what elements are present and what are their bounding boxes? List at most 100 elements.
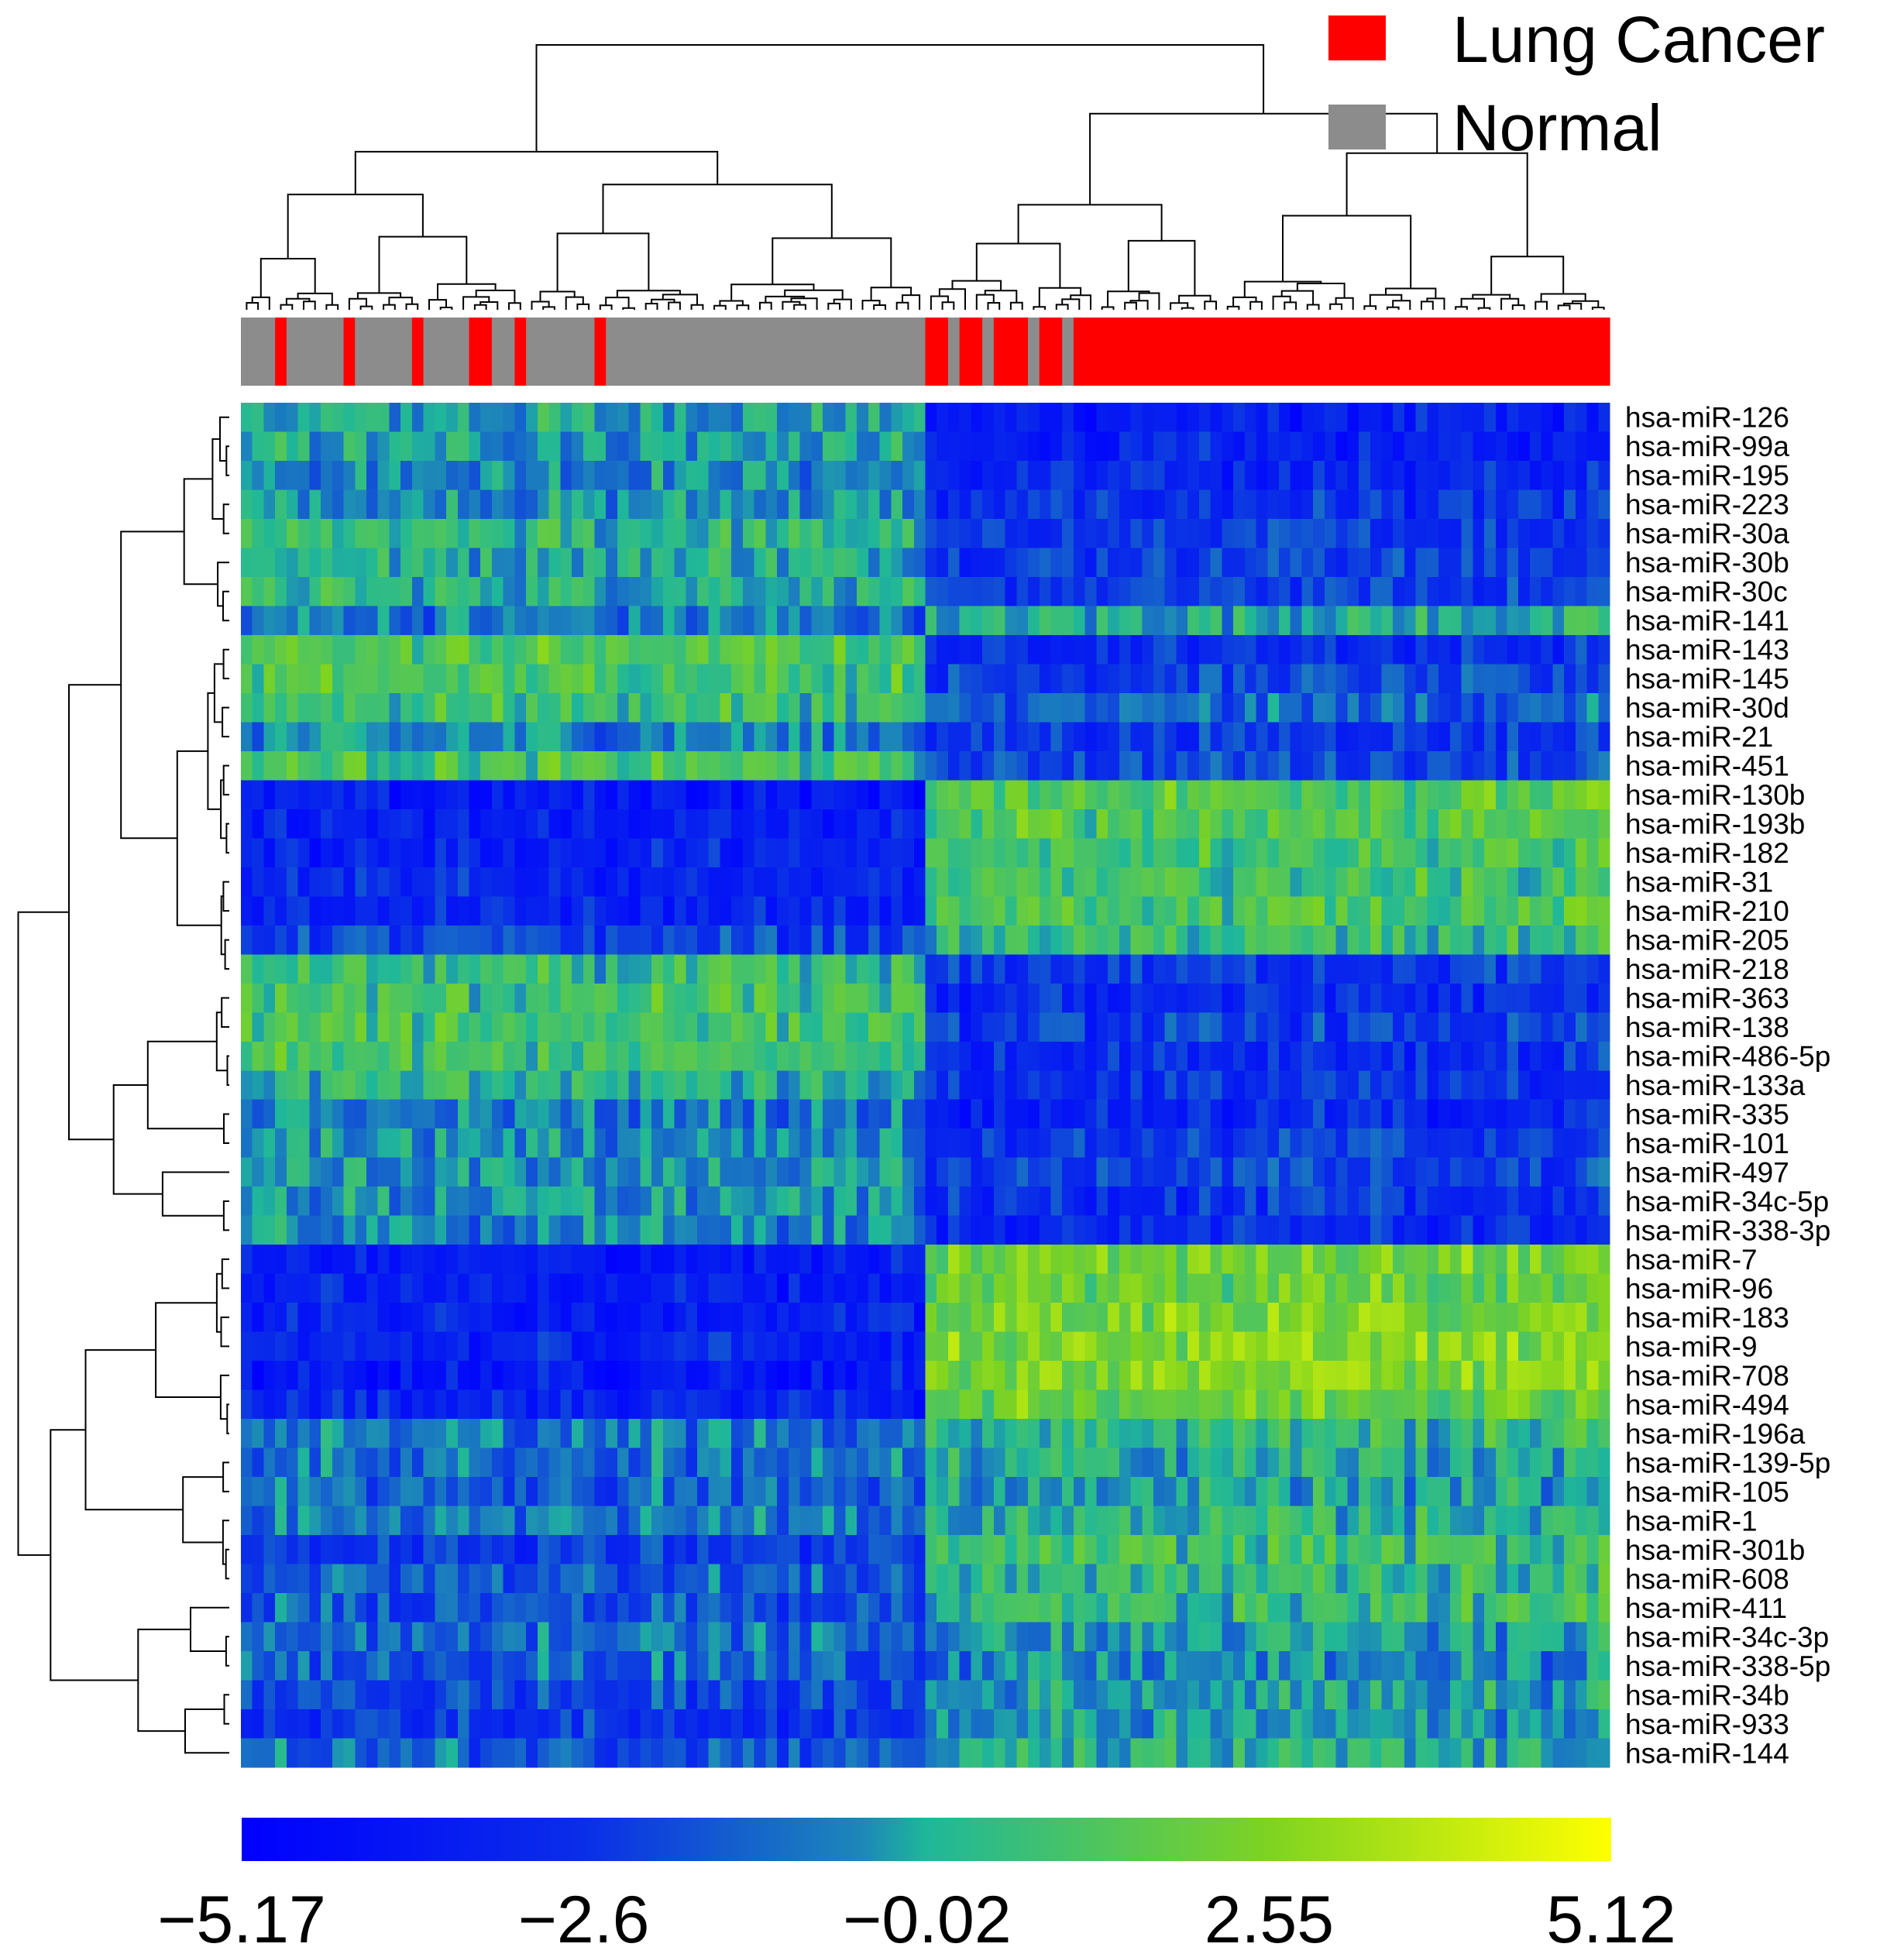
heatmap-cell [1529, 403, 1542, 433]
heatmap-cell [1222, 722, 1234, 752]
heatmap-cell [514, 664, 527, 694]
heatmap-cell [971, 1477, 983, 1507]
heatmap-cell [1256, 1128, 1268, 1159]
heatmap-cell [343, 1012, 356, 1042]
heatmap-cell [937, 1041, 949, 1071]
heatmap-cell [1598, 925, 1610, 955]
heatmap-cell [879, 1012, 892, 1042]
heatmap-cell [1404, 1128, 1417, 1159]
heatmap-cell [1313, 1389, 1325, 1420]
heatmap-cell [891, 780, 903, 810]
heatmap-cell [993, 1361, 1006, 1391]
heatmap-cell [1507, 838, 1519, 868]
heatmap-cell [1404, 838, 1417, 868]
heatmap-cell [822, 664, 835, 694]
heatmap-cell [1507, 750, 1519, 781]
heatmap-cell [1050, 403, 1063, 433]
heatmap-cell [868, 780, 881, 810]
column-dendrogram-branch [1472, 294, 1511, 299]
heatmap-cell [971, 954, 983, 984]
heatmap-cell [1541, 838, 1553, 868]
heatmap-cell [902, 750, 915, 781]
heatmap-cell [469, 1447, 481, 1478]
heatmap-cell [1586, 1041, 1599, 1071]
heatmap-cell [1267, 518, 1280, 549]
heatmap-cell [1347, 1477, 1359, 1507]
heatmap-cell [959, 838, 971, 868]
annotation-cell [1244, 318, 1257, 386]
heatmap-cell [435, 1419, 447, 1449]
heatmap-cell [343, 867, 356, 897]
heatmap-cell [993, 1303, 1006, 1333]
heatmap-cell [811, 460, 823, 491]
heatmap-cell [1598, 896, 1610, 926]
heatmap-cell [1449, 1128, 1462, 1159]
heatmap-cell [435, 1361, 447, 1391]
heatmap-cell [286, 1186, 299, 1217]
heatmap-cell [1507, 489, 1519, 520]
heatmap-cell [720, 1389, 732, 1420]
heatmap-cell [868, 576, 881, 607]
heatmap-cell [640, 1273, 652, 1303]
heatmap-cell [1449, 780, 1462, 810]
heatmap-cell [1552, 1303, 1565, 1333]
heatmap-cell [1427, 809, 1439, 839]
heatmap-cell [469, 431, 481, 462]
heatmap-cell [1449, 1215, 1462, 1245]
heatmap-cell [1473, 606, 1485, 636]
heatmap-cell [1393, 1331, 1405, 1362]
heatmap-cell [640, 780, 652, 810]
heatmap-cell [959, 1477, 971, 1507]
heatmap-cell [674, 722, 686, 752]
heatmap-cell [868, 925, 881, 955]
heatmap-cell [1108, 1419, 1120, 1449]
heatmap-cell [355, 634, 367, 664]
heatmap-cell [1347, 576, 1359, 607]
heatmap-cell [252, 1012, 265, 1042]
heatmap-cell [435, 1477, 447, 1507]
heatmap-cell [1449, 1186, 1462, 1217]
heatmap-cell [913, 1041, 926, 1071]
heatmap-cell [1564, 838, 1576, 868]
heatmap-cell [1198, 1070, 1211, 1101]
heatmap-cell [1005, 838, 1017, 868]
heatmap-cell [833, 954, 847, 984]
heatmap-cell [879, 1128, 892, 1159]
heatmap-cell [1381, 867, 1394, 897]
column-dendrogram-branch [1017, 204, 1163, 244]
heatmap-cell [913, 634, 926, 664]
heatmap-cell [275, 1157, 287, 1187]
heatmap-cell [1449, 983, 1462, 1013]
heatmap-cell [1130, 1389, 1143, 1420]
heatmap-cell [1541, 634, 1553, 664]
heatmap-cell [1084, 1419, 1097, 1449]
heatmap-cell [879, 1157, 892, 1187]
heatmap-cell [1256, 809, 1268, 839]
heatmap-cell [833, 634, 847, 664]
heatmap-cell [1564, 1128, 1576, 1159]
heatmap-cell [1598, 1273, 1610, 1303]
heatmap-cell [297, 1361, 310, 1391]
heatmap-cell [754, 1273, 766, 1303]
heatmap-cell [355, 809, 367, 839]
heatmap-cell [457, 1012, 470, 1042]
heatmap-cell [617, 1506, 630, 1536]
heatmap-cell [1130, 722, 1143, 752]
heatmap-cell [1176, 1273, 1188, 1303]
column-dendrogram-branch [1500, 297, 1520, 310]
annotation-cell [891, 318, 903, 386]
heatmap-cell [1427, 1012, 1439, 1042]
heatmap-cell [1244, 1506, 1257, 1536]
heatmap-cell [309, 954, 321, 984]
heatmap-cell [1529, 431, 1542, 462]
heatmap-cell [435, 1041, 447, 1071]
heatmap-cell [947, 1477, 961, 1507]
heatmap-cell [868, 1303, 881, 1333]
heatmap-cell [1461, 403, 1473, 433]
heatmap-cell [1461, 983, 1473, 1013]
heatmap-cell [309, 1012, 321, 1042]
heatmap-cell [959, 1303, 971, 1333]
heatmap-cell [891, 1245, 903, 1275]
heatmap-cell [446, 460, 459, 491]
heatmap-cell [1290, 634, 1303, 664]
